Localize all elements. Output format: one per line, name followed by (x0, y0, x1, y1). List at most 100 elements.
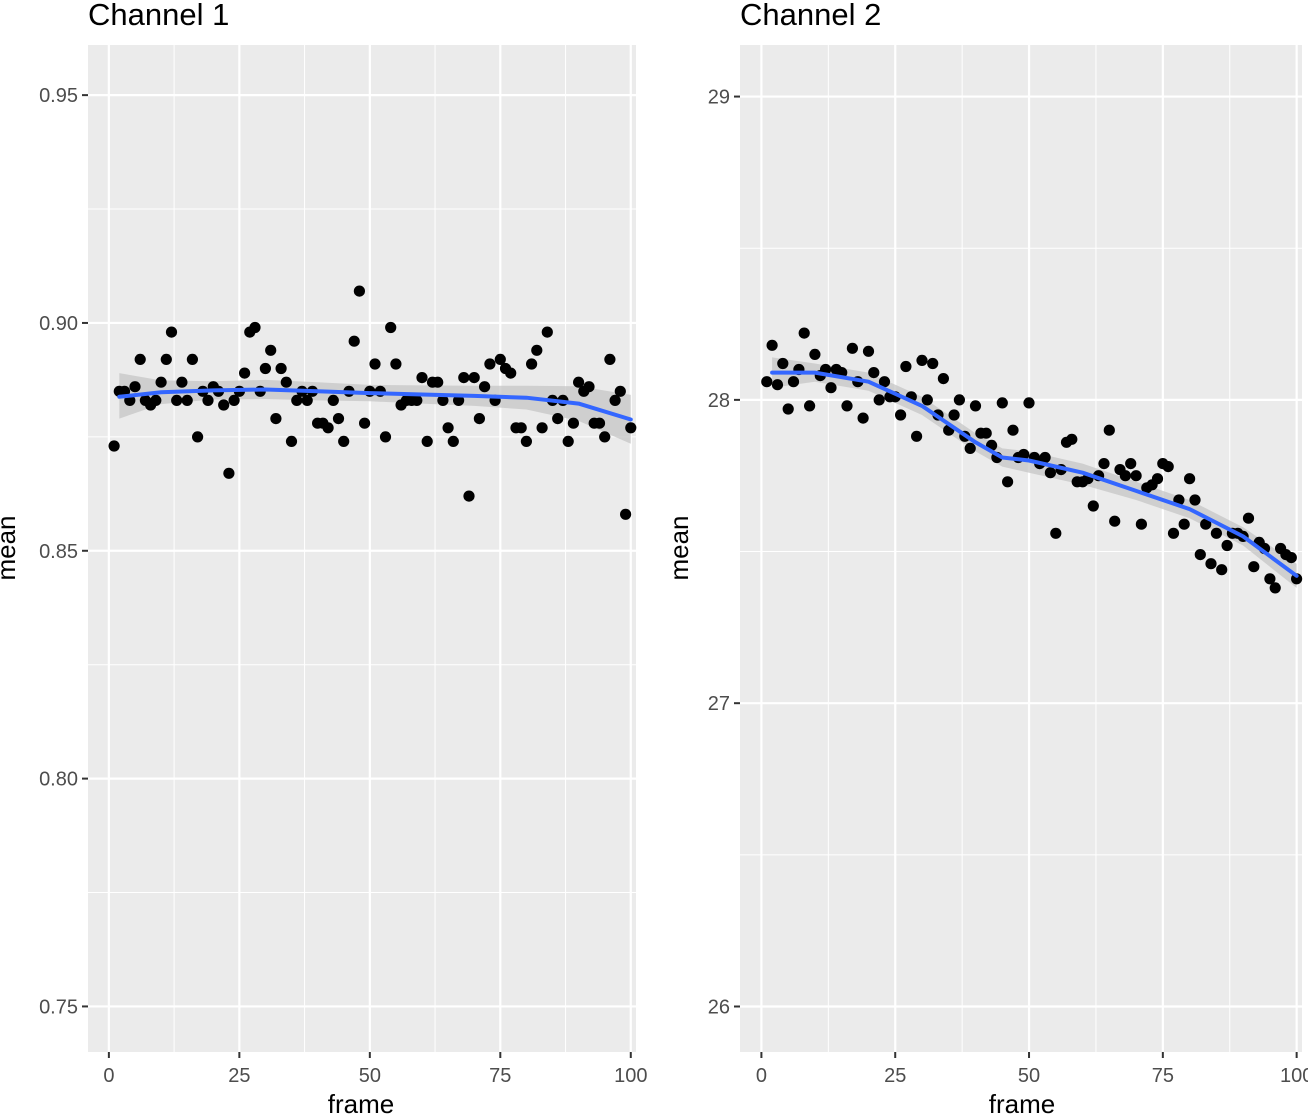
data-point (1200, 518, 1212, 530)
x-tick-label: 75 (489, 1065, 511, 1087)
y-tick-label: 27 (708, 693, 730, 715)
x-tick-label: 50 (359, 1065, 381, 1087)
data-point (609, 394, 621, 406)
data-point (353, 285, 365, 297)
data-point (458, 372, 470, 384)
data-point (1221, 539, 1233, 552)
panel-title-channel-1: Channel 1 (88, 0, 229, 32)
data-point (1167, 527, 1180, 539)
data-point (285, 435, 298, 447)
data-point (453, 394, 465, 406)
x-axis-title-channel-2: frame (989, 1089, 1055, 1117)
data-point (301, 394, 313, 406)
data-point (541, 326, 553, 338)
data-point (857, 412, 869, 424)
data-point (1205, 558, 1217, 570)
data-point (604, 353, 616, 365)
data-point (265, 344, 277, 356)
data-point (1119, 470, 1131, 482)
data-point (186, 353, 198, 365)
data-point (964, 442, 976, 454)
data-point (873, 394, 885, 406)
data-point (771, 379, 784, 391)
data-point (562, 435, 574, 447)
data-point (536, 422, 548, 434)
data-point (134, 353, 146, 365)
plot-area-channel-2: 0 25 50 75 100 26 27 28 29 (708, 45, 1308, 1087)
confidence-band (772, 357, 1297, 588)
y-axis-title-channel-1: mean (0, 515, 21, 580)
data-point (432, 376, 444, 388)
data-point (895, 409, 907, 421)
data-point (841, 400, 853, 412)
data-point (322, 422, 334, 434)
data-point (176, 376, 188, 388)
data-point (1039, 451, 1051, 464)
data-point (520, 435, 533, 447)
data-point (228, 394, 240, 406)
data-point (862, 345, 875, 357)
panel-title-channel-2: Channel 2 (740, 0, 881, 32)
data-point (911, 430, 923, 442)
y-tick-label: 0.90 (39, 313, 78, 335)
data-point (567, 417, 580, 429)
data-point (761, 376, 773, 388)
data-point (804, 400, 816, 412)
data-point (798, 327, 810, 339)
data-point (249, 321, 261, 334)
data-point (275, 362, 287, 375)
data-point (165, 326, 178, 338)
data-point (327, 394, 339, 406)
data-point (155, 376, 167, 388)
data-point (129, 381, 141, 393)
y-tick-label: 0.85 (39, 541, 78, 563)
data-point (921, 394, 933, 406)
data-point (348, 335, 360, 347)
smooth-line (117, 387, 633, 422)
data-point (1242, 512, 1255, 524)
x-tick-label: 100 (614, 1065, 647, 1087)
data-point (390, 358, 402, 370)
data-point (552, 413, 564, 425)
data-point (421, 435, 433, 447)
y-tick-label: 29 (708, 87, 730, 109)
y-tick-label: 26 (708, 997, 730, 1019)
panel-background (88, 45, 636, 1052)
data-point (270, 413, 282, 425)
data-point (620, 508, 632, 520)
data-point (825, 382, 837, 394)
data-point (338, 435, 350, 447)
data-point (593, 417, 606, 429)
data-point (777, 357, 789, 370)
data-point (473, 413, 485, 425)
data-point (218, 399, 230, 411)
plot-area-channel-1: 0 25 50 75 100 0.75 0.80 0.85 0.90 0.95 (39, 45, 647, 1087)
data-point (291, 394, 303, 406)
data-point (1194, 549, 1206, 561)
data-point (1050, 527, 1062, 539)
data-point (1264, 573, 1276, 585)
x-tick-label: 75 (1152, 1065, 1174, 1087)
data-point (1135, 518, 1147, 530)
data-point (463, 490, 475, 502)
data-point (1044, 467, 1056, 479)
data-point (1269, 582, 1281, 594)
data-point (1007, 424, 1019, 436)
y-tick-label: 0.75 (39, 996, 78, 1018)
data-point (181, 394, 193, 406)
data-point (1248, 561, 1260, 573)
data-point (1216, 564, 1228, 576)
data-point (1125, 458, 1137, 470)
data-point (1189, 494, 1201, 506)
data-point (1285, 552, 1297, 564)
y-tick-label: 28 (708, 390, 730, 412)
data-point (969, 400, 982, 412)
data-point (1178, 518, 1190, 530)
data-point (1130, 470, 1142, 482)
data-point (1023, 397, 1035, 409)
data-point (192, 431, 204, 443)
x-tick-label: 25 (228, 1065, 250, 1087)
data-point (369, 358, 381, 370)
y-axis-title-channel-2: mean (664, 515, 694, 580)
